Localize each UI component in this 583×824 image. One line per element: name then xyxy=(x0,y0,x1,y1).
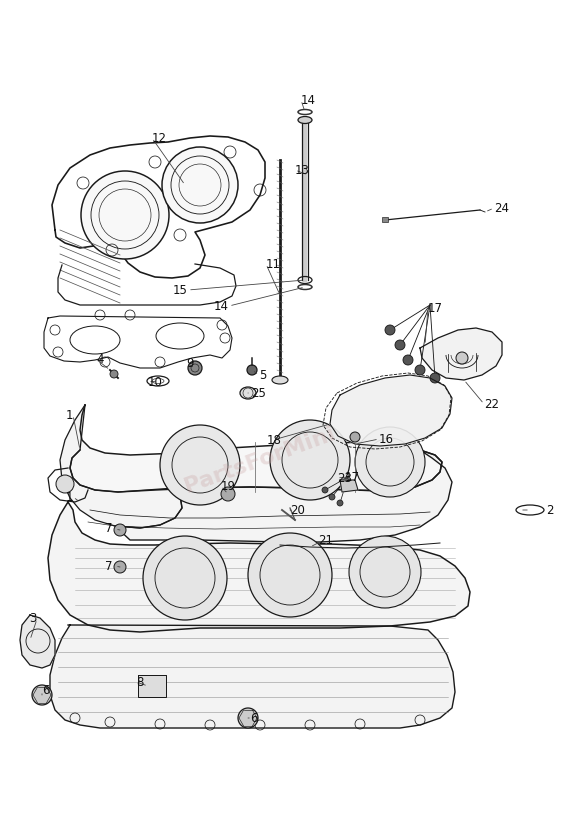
Text: 5: 5 xyxy=(259,368,266,382)
Circle shape xyxy=(160,425,240,505)
Circle shape xyxy=(114,524,126,536)
Circle shape xyxy=(221,487,235,501)
Polygon shape xyxy=(70,405,442,492)
Text: 19: 19 xyxy=(221,480,236,493)
Text: 1: 1 xyxy=(65,490,73,503)
Bar xyxy=(138,675,166,697)
Circle shape xyxy=(248,533,332,617)
Ellipse shape xyxy=(272,376,288,384)
Polygon shape xyxy=(115,450,452,542)
Text: 6: 6 xyxy=(42,685,50,697)
Circle shape xyxy=(385,325,395,335)
Text: 7: 7 xyxy=(106,522,113,536)
Polygon shape xyxy=(48,502,470,632)
Circle shape xyxy=(355,427,425,497)
Text: 16: 16 xyxy=(379,433,394,446)
Circle shape xyxy=(337,500,343,506)
Text: 9: 9 xyxy=(186,357,194,369)
Circle shape xyxy=(81,171,169,259)
Bar xyxy=(382,217,388,222)
Text: 17: 17 xyxy=(428,302,443,315)
Circle shape xyxy=(162,147,238,223)
Text: 20: 20 xyxy=(290,504,305,517)
Text: 15: 15 xyxy=(173,283,188,297)
Polygon shape xyxy=(60,405,182,528)
Polygon shape xyxy=(420,328,502,380)
Text: 11: 11 xyxy=(266,258,281,270)
Circle shape xyxy=(238,708,258,728)
Text: 14: 14 xyxy=(214,299,229,312)
Text: 4: 4 xyxy=(96,353,104,366)
Circle shape xyxy=(110,370,118,378)
Circle shape xyxy=(350,432,360,442)
Circle shape xyxy=(114,561,126,573)
Text: 25: 25 xyxy=(251,386,266,400)
Circle shape xyxy=(395,340,405,350)
Circle shape xyxy=(403,355,413,365)
Circle shape xyxy=(270,420,350,500)
Circle shape xyxy=(430,373,440,383)
Circle shape xyxy=(143,536,227,620)
Text: 3: 3 xyxy=(30,612,37,625)
Text: 13: 13 xyxy=(295,163,310,176)
Circle shape xyxy=(329,494,335,500)
Circle shape xyxy=(188,361,202,375)
Circle shape xyxy=(322,487,328,493)
Circle shape xyxy=(456,352,468,364)
Circle shape xyxy=(349,536,421,608)
Text: PartsForMini: PartsForMini xyxy=(182,424,338,497)
Text: 12: 12 xyxy=(152,132,167,144)
Text: 8: 8 xyxy=(136,676,143,689)
Circle shape xyxy=(145,679,159,693)
Ellipse shape xyxy=(298,116,312,124)
Ellipse shape xyxy=(240,387,256,399)
Text: 6: 6 xyxy=(250,711,258,724)
Polygon shape xyxy=(340,480,358,492)
Text: 18: 18 xyxy=(267,433,282,447)
Text: 24: 24 xyxy=(494,202,509,214)
Circle shape xyxy=(32,685,52,705)
Text: 23: 23 xyxy=(337,471,352,485)
Circle shape xyxy=(415,365,425,375)
Text: 22: 22 xyxy=(484,397,499,410)
Text: 7: 7 xyxy=(106,559,113,573)
Polygon shape xyxy=(20,615,55,668)
Text: 10: 10 xyxy=(148,376,163,388)
Circle shape xyxy=(56,475,74,493)
Text: 21: 21 xyxy=(318,535,333,547)
Text: 17: 17 xyxy=(345,471,360,484)
Text: 1: 1 xyxy=(65,409,73,422)
Circle shape xyxy=(247,365,257,375)
Text: 2: 2 xyxy=(546,503,553,517)
Text: 14: 14 xyxy=(301,93,316,106)
Polygon shape xyxy=(330,375,452,446)
Polygon shape xyxy=(50,625,455,728)
